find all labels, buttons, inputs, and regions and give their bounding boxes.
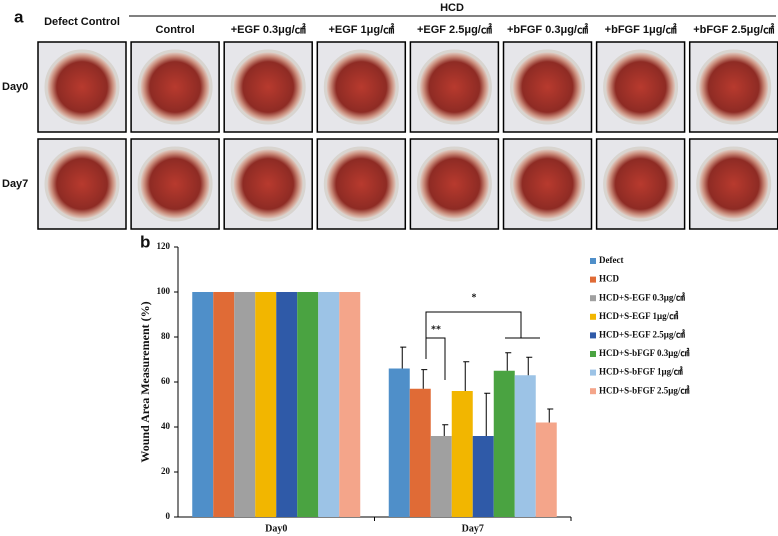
legend-label: Defect — [599, 255, 623, 265]
bar — [318, 292, 340, 517]
bar — [535, 422, 557, 517]
bar — [388, 368, 410, 517]
wound — [603, 49, 679, 125]
wound — [137, 49, 213, 125]
bar — [255, 292, 277, 517]
wound — [696, 49, 772, 125]
bar — [297, 292, 319, 517]
x-tick-label: Day0 — [265, 523, 287, 534]
bar — [213, 292, 235, 517]
y-tick-label: 20 — [161, 466, 171, 476]
y-tick-label: 100 — [157, 286, 171, 296]
bar — [192, 292, 214, 517]
column-label: +bFGF 1μg/㎠ — [605, 22, 677, 36]
bar — [451, 391, 473, 517]
legend-swatch — [590, 369, 596, 376]
wound — [323, 146, 399, 222]
wound — [230, 146, 306, 222]
legend-label: HCD — [599, 274, 620, 284]
bar — [339, 292, 361, 517]
x-tick-label: Day7 — [462, 523, 484, 534]
error-bar — [442, 424, 449, 436]
wound — [510, 49, 585, 125]
wound — [230, 49, 306, 125]
wound — [323, 49, 399, 125]
bar — [493, 370, 515, 517]
error-bar — [505, 352, 512, 371]
column-label: +EGF 0.3μg/㎠ — [231, 22, 306, 36]
annotation: * — [472, 292, 477, 303]
legend-swatch — [590, 258, 596, 264]
panel-label: a — [14, 7, 24, 26]
y-tick-label: 80 — [161, 331, 171, 341]
error-bar — [526, 356, 533, 376]
bar — [234, 292, 256, 517]
column-label: +bFGF 0.3μg/㎠ — [507, 22, 588, 36]
column-label: +EGF 2.5μg/㎠ — [417, 22, 492, 36]
bar — [409, 388, 431, 517]
error-bar — [421, 369, 428, 389]
row-label: Day0 — [2, 81, 28, 93]
legend-swatch — [590, 295, 596, 302]
y-tick-label: 0 — [166, 511, 171, 521]
legend-swatch — [590, 276, 596, 283]
wound — [510, 146, 585, 222]
row-label: Day7 — [2, 178, 28, 190]
legend-label: HCD+S-EGF 0.3μg/㎠ — [599, 291, 685, 302]
panel-label: b — [140, 232, 150, 251]
legend-label: HCD+S-bFGF 1μg/㎠ — [599, 366, 683, 377]
error-bar — [547, 408, 554, 423]
bar — [514, 375, 536, 517]
legend-label: HCD+S-EGF 1μg/㎠ — [599, 310, 678, 321]
wound — [44, 49, 120, 125]
wound — [416, 49, 492, 125]
column-label: Defect Control — [44, 16, 120, 28]
y-tick-label: 40 — [161, 421, 171, 431]
wound — [416, 146, 492, 222]
legend-label: HCD+S-EGF 2.5μg/㎠ — [599, 328, 685, 339]
legend-label: HCD+S-bFGF 2.5μg/㎠ — [599, 384, 689, 395]
legend-label: HCD+S-bFGF 0.3μg/㎠ — [599, 347, 689, 358]
annotation: ** — [431, 324, 441, 335]
wound — [137, 146, 213, 222]
y-axis-label: Wound Area Measurement (%) — [138, 301, 152, 462]
wound — [44, 146, 120, 222]
bar — [430, 436, 452, 517]
wound — [603, 146, 679, 222]
error-bar — [400, 346, 407, 369]
legend-swatch — [590, 313, 596, 320]
legend-swatch — [590, 388, 596, 395]
column-label: +EGF 1μg/㎠ — [328, 22, 394, 36]
bar — [472, 436, 494, 517]
legend-swatch — [590, 351, 596, 357]
y-tick-label: 60 — [161, 376, 171, 386]
wound — [696, 146, 772, 222]
column-label: +bFGF 2.5μg/㎠ — [693, 22, 774, 36]
group-label: HCD — [440, 2, 464, 14]
bar — [276, 292, 298, 517]
error-bar — [463, 361, 470, 391]
legend-swatch — [590, 332, 596, 339]
bracket — [425, 337, 446, 380]
y-tick-label: 120 — [157, 241, 171, 251]
error-bar — [484, 392, 491, 436]
column-label: Control — [156, 24, 195, 36]
bracket — [425, 311, 540, 339]
